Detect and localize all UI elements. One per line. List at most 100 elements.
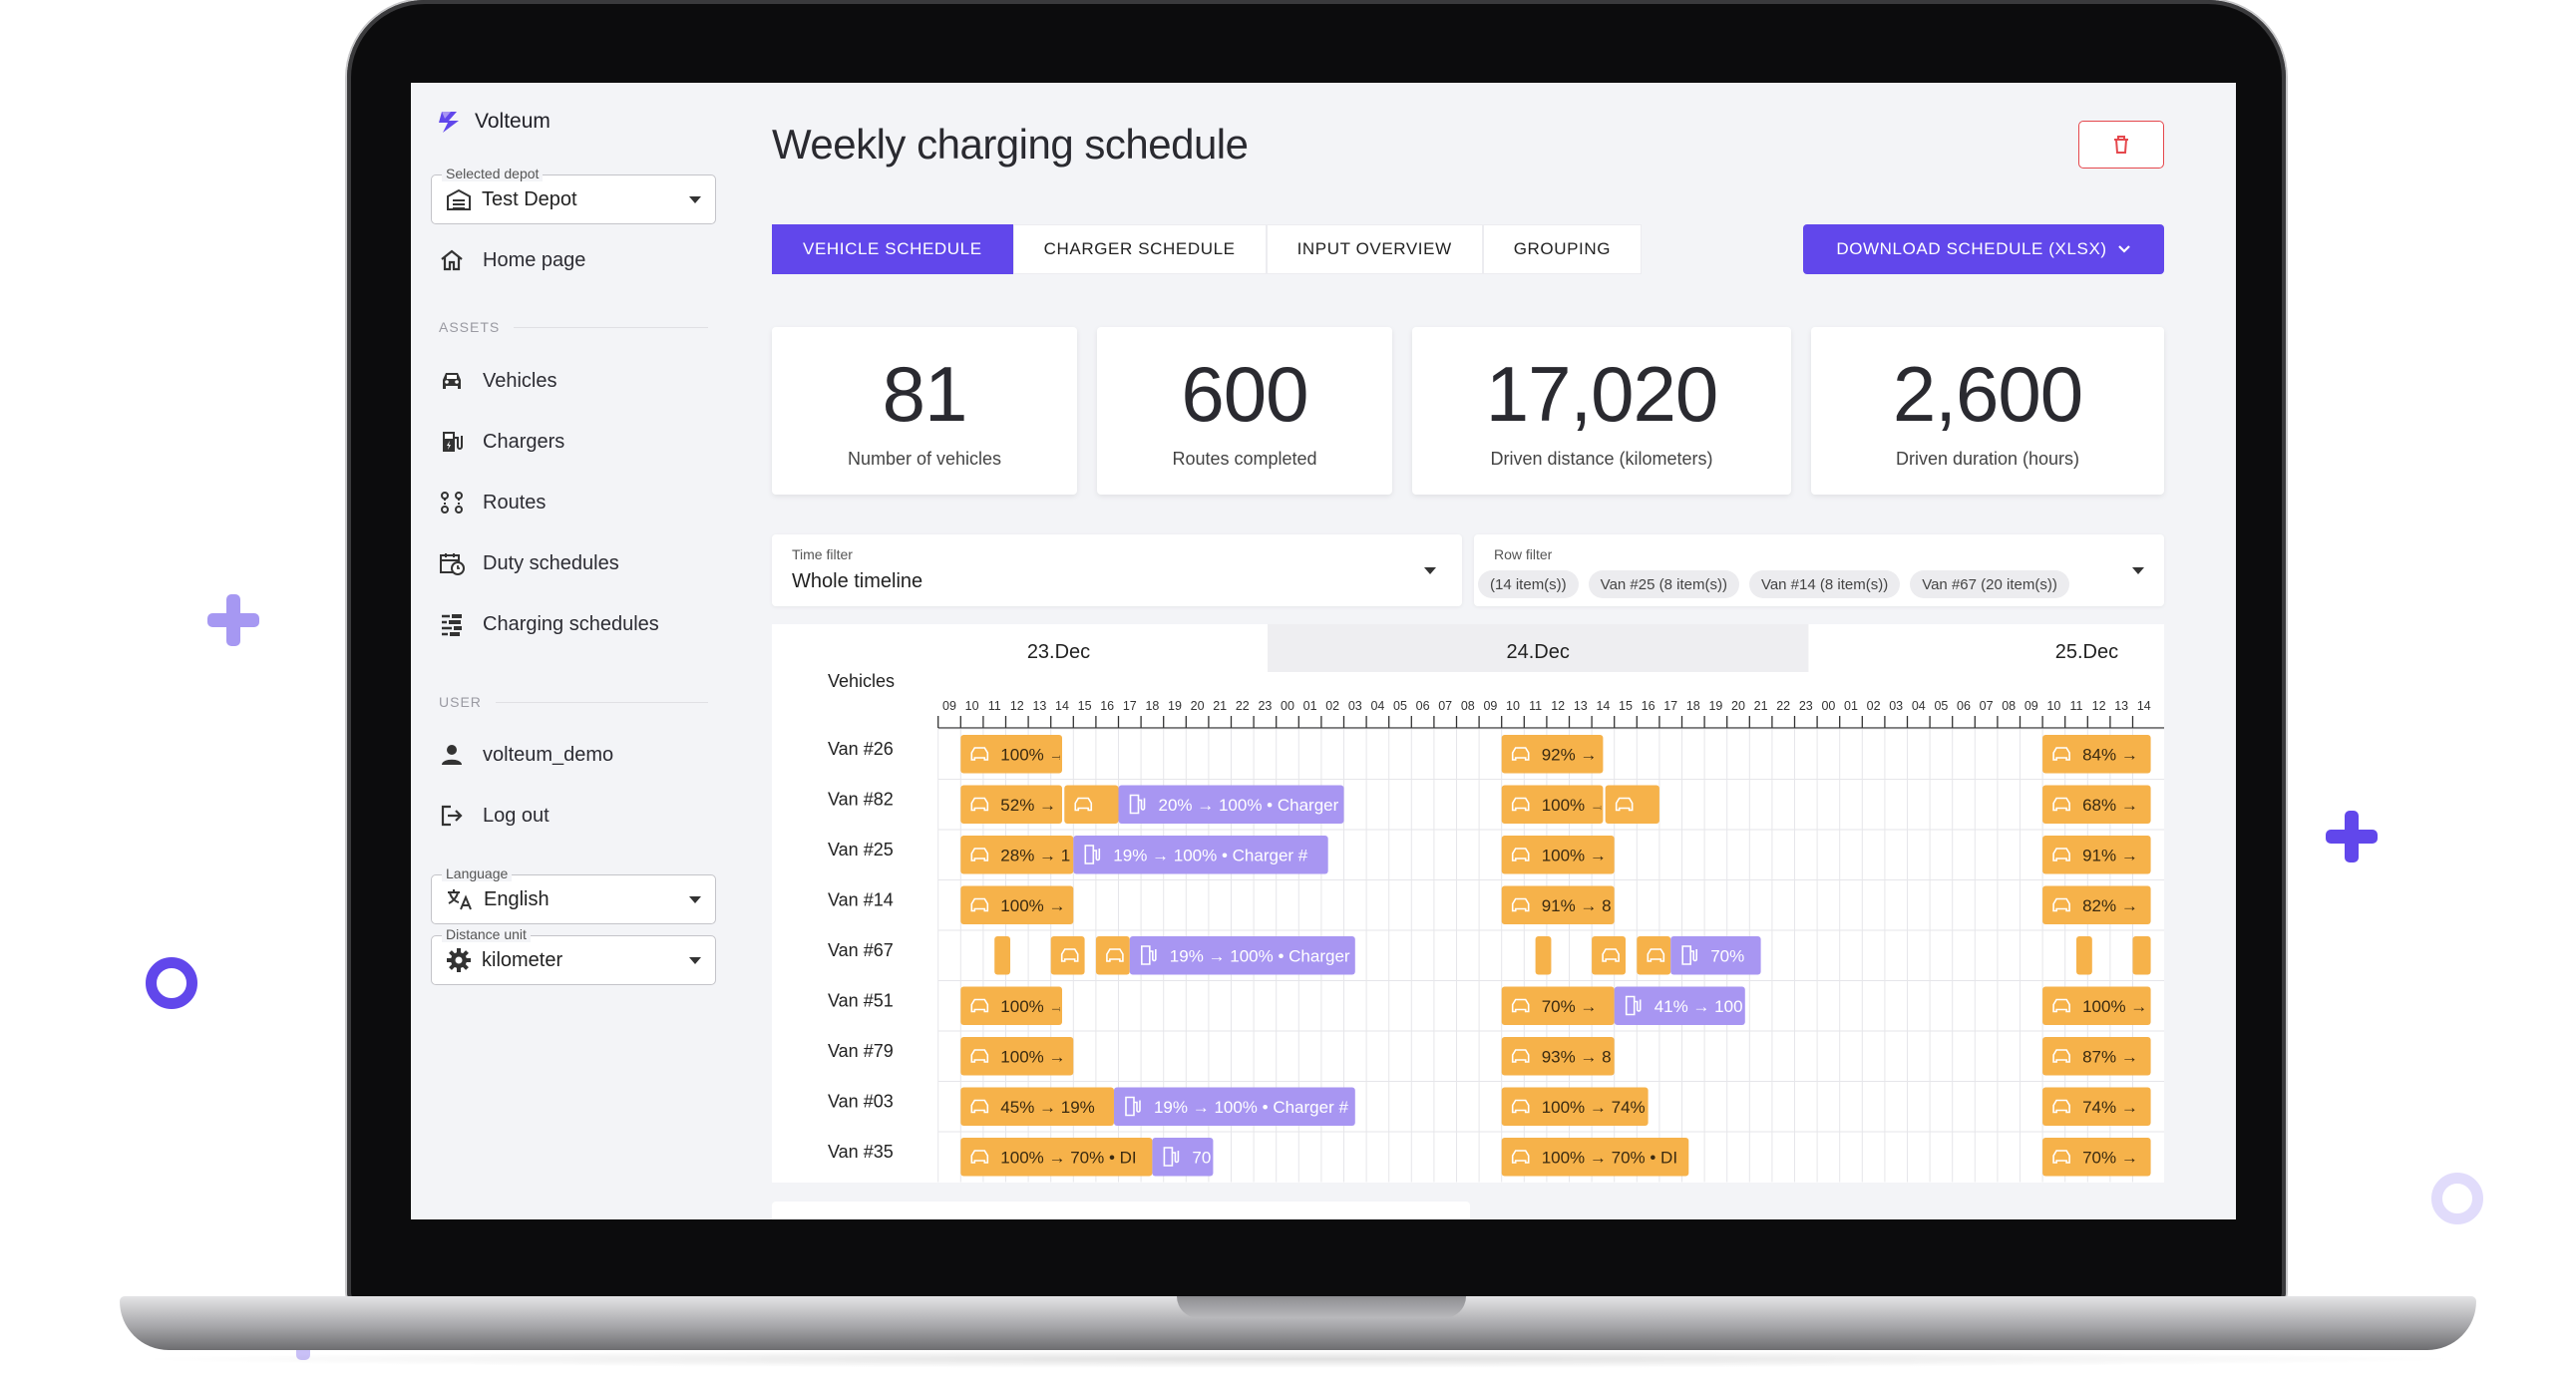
drive-bar bbox=[960, 986, 1062, 1025]
stat-value: 81 bbox=[882, 350, 968, 438]
charge-bar bbox=[1073, 836, 1328, 874]
hour-tick-label: 15 bbox=[1078, 699, 1092, 713]
hour-tick-label: 14 bbox=[1055, 699, 1069, 713]
nav-routes[interactable]: Routes bbox=[439, 485, 546, 520]
download-schedule-button[interactable]: DOWNLOAD SCHEDULE (XLSX) bbox=[1803, 224, 2164, 274]
nav-charging-schedules[interactable]: Charging schedules bbox=[439, 606, 659, 642]
stat-card-duration: 2,600 Driven duration (hours) bbox=[1811, 327, 2164, 495]
nav-routes-label: Routes bbox=[483, 491, 547, 514]
bottom-card bbox=[772, 1202, 1470, 1219]
nav-user[interactable]: volteum_demo bbox=[439, 737, 613, 773]
charger-icon bbox=[1084, 845, 1101, 864]
hour-tick-label: 08 bbox=[2002, 699, 2016, 713]
tab-charger-schedule[interactable]: CHARGER SCHEDULE bbox=[1012, 224, 1267, 274]
sidebar: Volteum Selected depot Test Depot Home p… bbox=[411, 83, 720, 1219]
delete-button[interactable] bbox=[2078, 121, 2164, 169]
charger-icon bbox=[1129, 794, 1146, 815]
vehicle-label: Van #79 bbox=[828, 1041, 894, 1061]
bar-label: 28% → 1 bbox=[1000, 846, 1070, 864]
charge-bar bbox=[1670, 936, 1761, 975]
drive-bar bbox=[960, 836, 1074, 874]
tab-vehicle-schedule[interactable]: VEHICLE SCHEDULE bbox=[772, 224, 1013, 274]
bar-label: 84% → bbox=[2082, 745, 2138, 764]
drive-bar bbox=[1501, 885, 1615, 924]
car-icon bbox=[2052, 797, 2070, 812]
car-icon bbox=[1074, 797, 1093, 812]
charge-bar bbox=[1614, 986, 1745, 1025]
bar-label: 41% → 100 bbox=[1655, 997, 1743, 1016]
hour-tick-label: 09 bbox=[942, 699, 956, 713]
depot-select[interactable]: Selected depot Test Depot bbox=[431, 166, 716, 224]
nav-home-label: Home page bbox=[483, 248, 586, 271]
bar-label: 100% → bbox=[1000, 997, 1065, 1016]
nav-chargers-label: Chargers bbox=[483, 430, 565, 453]
car-icon bbox=[970, 1049, 989, 1063]
drive-bar bbox=[960, 785, 1062, 824]
hour-tick-label: 10 bbox=[965, 699, 979, 713]
hour-tick-label: 07 bbox=[1438, 699, 1452, 713]
day-label: 24.Dec bbox=[1507, 641, 1570, 663]
nav-chargers[interactable]: Chargers bbox=[439, 424, 564, 460]
charging-schedule-icon bbox=[442, 614, 462, 636]
hour-tick-label: 00 bbox=[1281, 699, 1294, 713]
brand[interactable]: Volteum bbox=[437, 109, 551, 135]
filter-chip[interactable]: Van #14 (8 item(s)) bbox=[1748, 570, 1901, 598]
distance-unit-select[interactable]: Distance unit kilometer bbox=[431, 926, 716, 985]
vehicle-label: Van #26 bbox=[828, 739, 894, 759]
bar-label: 87% → bbox=[2082, 1047, 2138, 1066]
filter-chip[interactable]: Van #25 (8 item(s)) bbox=[1588, 570, 1739, 598]
language-select[interactable]: Language English bbox=[431, 865, 716, 924]
car-icon bbox=[1511, 897, 1530, 912]
row-filter-select[interactable]: Row filter (14 item(s)) Van #25 (8 item(… bbox=[1474, 534, 2164, 606]
hour-tick-label: 17 bbox=[1663, 699, 1677, 713]
chevron-down-icon bbox=[689, 195, 701, 203]
car-icon bbox=[970, 848, 989, 861]
hour-tick-label: 01 bbox=[1303, 699, 1317, 713]
stat-card-distance: 17,020 Driven distance (kilometers) bbox=[1412, 327, 1791, 495]
nav-home[interactable]: Home page bbox=[439, 242, 585, 278]
hour-tick-label: 06 bbox=[1957, 699, 1971, 713]
bar-label: 100% → 74% bbox=[1542, 1098, 1646, 1117]
bar-label: 20% → 100% • Charger bbox=[1159, 796, 1339, 815]
tab-input-overview[interactable]: INPUT OVERVIEW bbox=[1266, 224, 1483, 274]
hour-tick-label: 20 bbox=[1731, 699, 1745, 713]
drive-bar bbox=[1050, 936, 1085, 975]
drive-bar bbox=[960, 1087, 1114, 1126]
depot-select-label: Selected depot bbox=[442, 166, 544, 181]
car-icon bbox=[2052, 1099, 2070, 1114]
gantt-header-vehicles: Vehicles bbox=[828, 671, 895, 691]
nav-duty-schedules-label: Duty schedules bbox=[483, 551, 619, 574]
tab-grouping[interactable]: GROUPING bbox=[1482, 224, 1643, 274]
drive-bar bbox=[960, 885, 1074, 924]
car-icon bbox=[1511, 797, 1530, 812]
car-icon bbox=[1106, 948, 1124, 962]
drive-bar bbox=[2042, 986, 2151, 1025]
row-filter-chips: (14 item(s)) Van #25 (8 item(s)) Van #14… bbox=[1478, 570, 2116, 598]
nav-vehicles[interactable]: Vehicles bbox=[439, 363, 557, 399]
charge-bar bbox=[1113, 1087, 1355, 1126]
hour-tick-label: 19 bbox=[1168, 699, 1182, 713]
hour-tick-label: 13 bbox=[1032, 699, 1046, 713]
vehicle-label: Van #51 bbox=[828, 991, 894, 1011]
bar-label: 19% → 100% • Charger # bbox=[1154, 1098, 1348, 1117]
nav-logout[interactable]: Log out bbox=[439, 798, 550, 834]
car-icon bbox=[1647, 948, 1665, 962]
day-label: 25.Dec bbox=[2055, 641, 2118, 663]
filter-chip[interactable]: Van #67 (20 item(s)) bbox=[1910, 570, 2069, 598]
bar-label: 91% → bbox=[2082, 846, 2138, 864]
vehicle-label: Van #67 bbox=[828, 940, 894, 960]
bar-label: 100% → bbox=[2082, 997, 2147, 1016]
bar-label: 45% → 19% bbox=[1000, 1098, 1095, 1117]
drive-bar bbox=[960, 1138, 1153, 1177]
hour-tick-label: 23 bbox=[1258, 699, 1272, 713]
drive-bar bbox=[2042, 1138, 2151, 1177]
nav-duty-schedules[interactable]: Duty schedules bbox=[439, 545, 619, 581]
hour-tick-label: 18 bbox=[1145, 699, 1159, 713]
bar-label: 91% → 8 bbox=[1542, 896, 1612, 915]
hour-tick-label: 14 bbox=[2137, 699, 2151, 713]
filter-chip[interactable]: (14 item(s)) bbox=[1478, 570, 1579, 598]
assets-section-text: ASSETS bbox=[439, 319, 501, 335]
hour-tick-label: 04 bbox=[1370, 699, 1384, 713]
hour-tick-label: 15 bbox=[1619, 699, 1633, 713]
time-filter-select[interactable]: Time filter Whole timeline bbox=[772, 534, 1462, 606]
